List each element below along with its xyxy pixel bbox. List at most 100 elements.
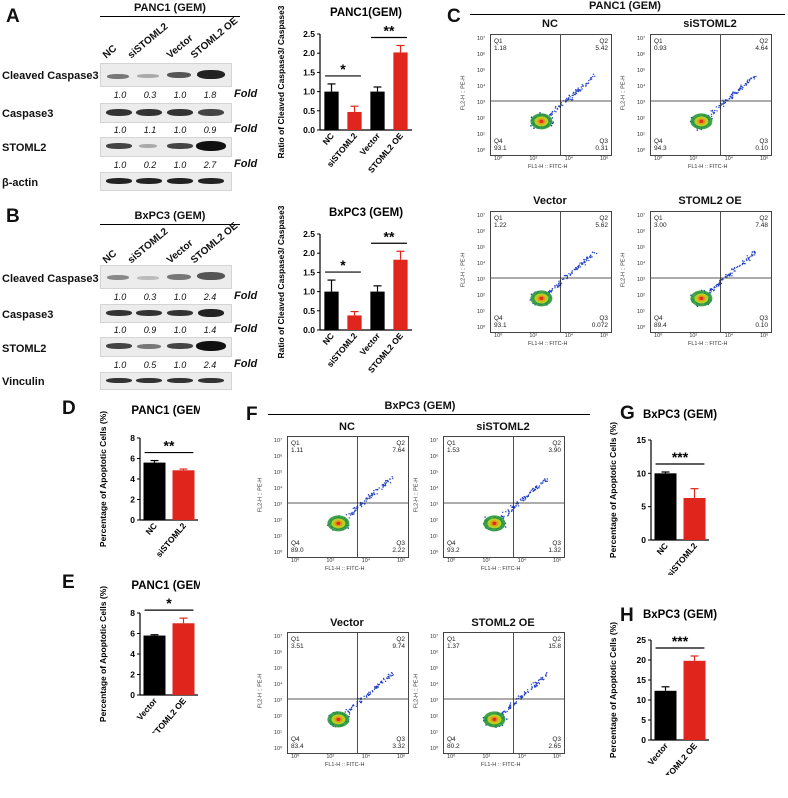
quadrant-q4-label: Q4 89.4 [654,315,667,329]
event-dot [586,256,588,258]
flow-y-tick: 10¹ [477,132,485,138]
event-dot [740,84,742,86]
quadrant-q4-label: Q4 94.3 [654,138,667,152]
category-label: siSTOML2 [154,521,188,558]
event-dot [536,487,539,490]
event-dot [506,710,508,713]
event-dot [536,685,538,687]
scatter-events [327,476,394,532]
event-dot [367,693,369,695]
quadrant-percent: 3.32 [392,743,405,750]
event-dot [710,110,712,112]
flow-x-tick: 10⁴ [564,156,574,162]
flow-x-tick: 10² [482,558,491,564]
event-dot [753,78,755,80]
event-dot [716,110,718,112]
flow-y-tick: 10⁴ [430,486,439,492]
event-dot [594,75,596,77]
lane-header: STOML2 OE [188,220,241,266]
quadrant-q1-label: Q1 3.00 [654,215,667,229]
event-dot [582,84,584,87]
quadrant-percent: 1.32 [548,547,561,554]
category-label: NC [143,521,159,537]
event-dot [507,509,509,511]
panel-g-label: G [620,403,635,424]
event-dot [742,87,744,89]
flow-x-tick: 10⁴ [361,558,371,564]
flow-y-tick: 10⁵ [274,666,283,672]
y-tick-label: 4 [130,649,135,659]
event-dot [748,80,751,82]
panel-b-label: B [6,206,20,227]
event-dot [584,264,586,266]
event-dot [540,483,542,485]
chart-title: BxPC3 (GEM) [643,409,717,421]
quadrant-percent: 0.93 [654,45,667,52]
event-dot [569,274,571,276]
event-dot [591,256,593,258]
event-dot [585,84,587,86]
event-dot [571,99,574,101]
bar [654,690,677,740]
event-dot [554,287,556,289]
quadrant-name: Q3 [552,736,561,743]
fold-label: Fold [234,323,258,335]
event-dot [506,718,508,720]
bar [347,315,362,330]
y-tick-label: 2.5 [303,29,315,39]
flow-x-tick: 10⁰ [447,754,456,760]
event-dot [538,679,540,681]
event-dot [576,268,578,271]
event-dot [365,497,368,499]
flow-y-tick: 10⁷ [430,634,439,640]
event-dot [550,112,553,114]
density-contour [699,296,704,300]
event-dot [733,267,736,270]
flow-x-tick: 10⁰ [447,558,456,564]
event-dot [556,286,559,288]
event-dot [558,283,560,285]
flow-plot-title: siSTOML2 [683,18,737,30]
flow-plot-title: Vector [330,617,364,629]
event-dot [561,278,564,281]
event-dot [567,97,570,99]
event-dot [751,251,753,253]
event-dot [520,499,522,501]
event-dot [592,73,595,75]
bar [172,623,195,695]
y-tick-label: 1.5 [303,267,315,277]
scatter-events [482,672,548,728]
flow-y-tick: 10⁶ [477,229,486,235]
event-dot [571,270,573,272]
event-dot [523,500,525,502]
event-dot [732,268,735,270]
fold-label: Fold [234,123,258,135]
quadrant-q4-label: Q4 93.2 [447,540,460,554]
event-dot [754,253,756,255]
event-dot [533,684,535,687]
quadrant-name: Q1 [654,215,663,222]
blot-strip [100,137,232,157]
flow-y-axis-label: FL2-H :: PE-H [620,252,627,288]
panel-d-label: D [62,398,76,419]
event-dot [515,505,518,507]
event-dot [713,286,715,288]
quadrant-percent: 7.48 [755,222,768,229]
quadrant-percent: 2.65 [548,743,561,750]
event-dot [581,262,584,264]
flow-x-tick: 10⁶ [760,156,769,162]
blot-strip [100,372,232,390]
event-dot [392,674,394,676]
event-dot [713,289,715,291]
flow-x-axis-label: FL1-H :: FITC-H [688,341,728,347]
event-dot [389,674,391,676]
quadrant-name: Q1 [654,38,663,45]
event-dot [592,75,594,78]
fold-value: 0.3 [143,292,157,302]
quadrant-q1-label: Q1 1.11 [291,440,303,454]
fold-value: 1.0 [173,160,187,170]
event-dot [387,675,389,678]
significance-stars: * [340,257,346,273]
bar [370,291,385,330]
flow-y-tick: 10⁴ [477,84,486,90]
